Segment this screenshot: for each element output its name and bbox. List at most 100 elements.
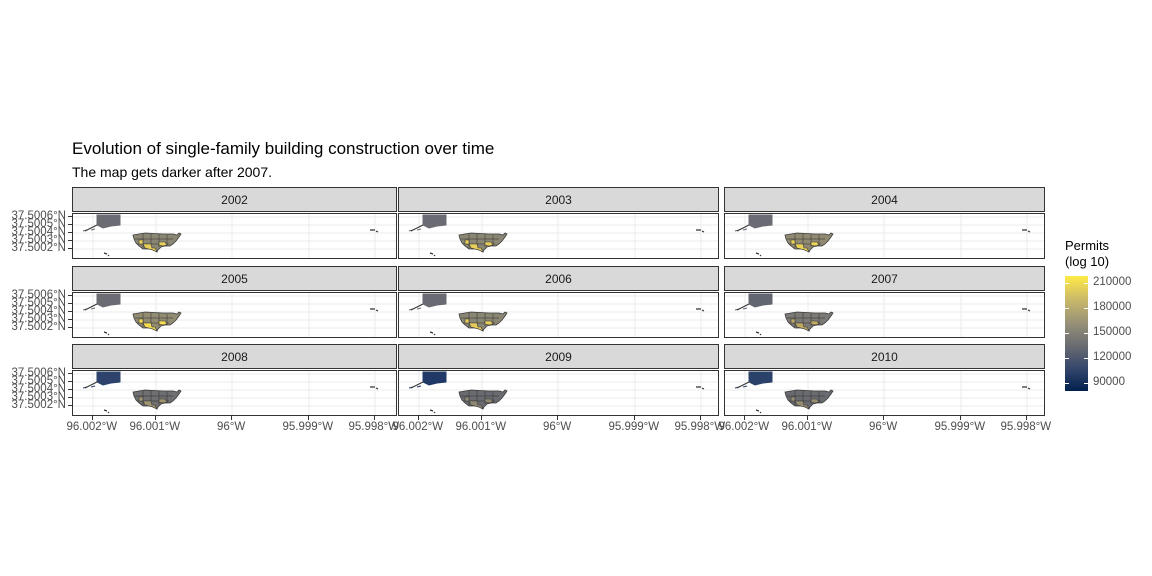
southern-states-shape (464, 318, 494, 332)
x-axis-tick-label: 95.999°W (282, 421, 334, 433)
hawaii-shape (103, 331, 110, 336)
map-plot-area (398, 213, 719, 259)
southern-states-shape (790, 239, 820, 253)
map-svg (399, 214, 718, 258)
legend-title-line1: Permits (1065, 238, 1110, 253)
x-axis-tick (960, 416, 961, 420)
x-axis-tick (155, 416, 156, 420)
map-svg (73, 214, 396, 258)
territories-shape (370, 229, 379, 233)
x-axis-tick (807, 416, 808, 420)
x-axis-tick-label: 95.998°W (1000, 421, 1052, 433)
southern-states-shape (464, 239, 494, 253)
y-axis-tick-label: 37.5002°N (11, 399, 66, 411)
facet-panel-2006: 2006 (398, 266, 719, 338)
map-svg (399, 293, 718, 337)
facet-strip-label: 2004 (724, 187, 1045, 212)
legend-tick (1084, 308, 1088, 309)
y-axis-tick-label: 37.5003°N (11, 391, 66, 403)
x-axis-tick-label: 96.002°W (392, 421, 444, 433)
hawaii-shape (429, 252, 436, 257)
y-axis-tick-label: 37.5002°N (11, 242, 66, 254)
map-plot-area (398, 370, 719, 416)
y-axis-tick (68, 216, 72, 217)
y-axis-tick (68, 405, 72, 406)
y-axis-tick (68, 389, 72, 390)
x-axis-tick (374, 416, 375, 420)
y-axis-tick (68, 303, 72, 304)
y-axis-tick-label: 37.5005°N (11, 375, 66, 387)
territories-shape (370, 386, 379, 390)
southern-states-shape (790, 318, 820, 332)
legend-tick (1084, 358, 1088, 359)
legend-tick (1065, 283, 1069, 284)
hawaii-shape (755, 409, 762, 414)
x-axis-tick-label: 96°W (217, 421, 246, 433)
facet-panel-2004: 2004 (724, 187, 1045, 259)
x-axis-tick-label: 96.002°W (66, 421, 118, 433)
hawaii-shape (755, 331, 762, 336)
y-axis-tick (68, 319, 72, 320)
x-axis-tick (92, 416, 93, 420)
x-axis-tick (418, 416, 419, 420)
x-axis-tick-label: 96°W (869, 421, 898, 433)
hawaii-shape (103, 409, 110, 414)
y-axis-tick (68, 240, 72, 241)
x-axis-tick (1026, 416, 1027, 420)
x-axis-tick-label: 96.001°W (455, 421, 507, 433)
legend-tick (1065, 358, 1069, 359)
y-axis-tick-label: 37.5004°N (11, 305, 66, 317)
territories-shape (1022, 386, 1031, 390)
facet-strip-label: 2005 (72, 266, 397, 291)
y-axis-tick-label: 37.5004°N (11, 226, 66, 238)
map-svg (399, 371, 718, 415)
map-svg (73, 371, 396, 415)
x-axis-tick (700, 416, 701, 420)
y-axis-tick-label: 37.5004°N (11, 383, 66, 395)
facet-panel-2003: 2003 (398, 187, 719, 259)
legend-colorbar (1065, 276, 1088, 391)
chart-subtitle: The map gets darker after 2007. (72, 164, 272, 180)
legend-tick-label: 210000 (1093, 276, 1132, 288)
x-axis-tick-label: 95.998°W (348, 421, 400, 433)
x-axis-tick (634, 416, 635, 420)
x-axis-tick (308, 416, 309, 420)
x-axis-tick-label: 96.001°W (129, 421, 181, 433)
hawaii-shape (755, 252, 762, 257)
legend-tick-label: 150000 (1093, 326, 1132, 338)
map-svg (725, 293, 1044, 337)
facet-strip-label: 2006 (398, 266, 719, 291)
x-axis-tick-label: 95.999°W (608, 421, 660, 433)
y-axis-tick (68, 397, 72, 398)
territories-shape (696, 386, 705, 390)
territories-shape (370, 308, 379, 312)
southern-states-shape (138, 239, 168, 253)
facet-strip-label: 2010 (724, 344, 1045, 369)
facet-strip-label: 2002 (72, 187, 397, 212)
y-axis-tick (68, 381, 72, 382)
territories-shape (696, 229, 705, 233)
x-axis-tick-label: 96.002°W (718, 421, 770, 433)
facet-strip-label: 2007 (724, 266, 1045, 291)
map-plot-area (398, 292, 719, 338)
x-axis-tick-label: 95.999°W (934, 421, 986, 433)
map-plot-area (72, 213, 397, 259)
y-axis-tick (68, 327, 72, 328)
legend-tick-label: 120000 (1093, 351, 1132, 363)
facet-strip-label: 2009 (398, 344, 719, 369)
y-axis-tick-label: 37.5006°N (11, 210, 66, 222)
legend-title-line2: (log 10) (1065, 254, 1110, 269)
y-axis-tick-label: 37.5003°N (11, 313, 66, 325)
y-axis-tick-label: 37.5006°N (11, 289, 66, 301)
facet-strip-label: 2008 (72, 344, 397, 369)
map-plot-area (72, 370, 397, 416)
hawaii-shape (429, 331, 436, 336)
legend-tick (1084, 283, 1088, 284)
x-axis-tick-label: 96°W (543, 421, 572, 433)
y-axis-tick-label: 37.5005°N (11, 218, 66, 230)
map-plot-area (72, 292, 397, 338)
legend-tick (1065, 333, 1069, 334)
x-axis-tick (744, 416, 745, 420)
territories-shape (696, 308, 705, 312)
map-plot-area (724, 292, 1045, 338)
